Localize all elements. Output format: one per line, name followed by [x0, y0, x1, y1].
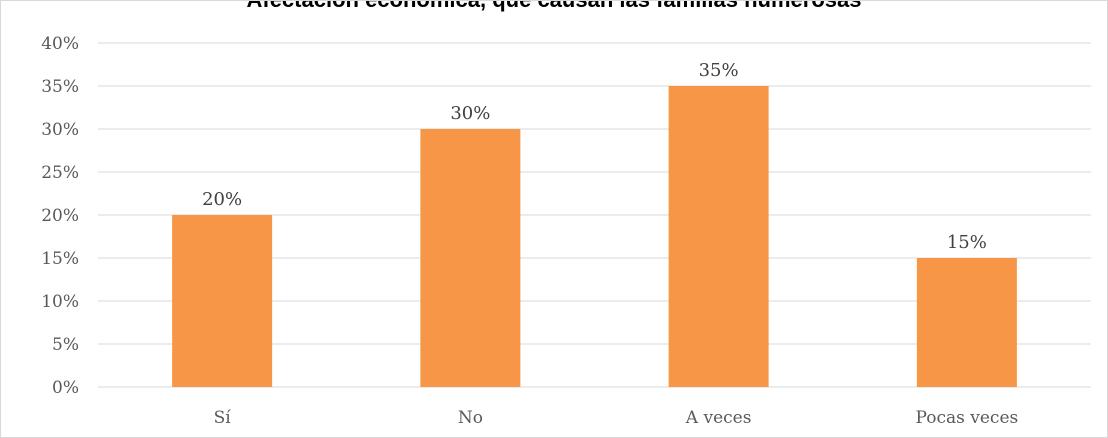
y-tick-label: 25% — [41, 163, 79, 183]
x-category-label: No — [458, 408, 483, 428]
data-label: 20% — [202, 189, 242, 210]
y-tick-label: 35% — [41, 77, 79, 97]
bar — [420, 129, 521, 387]
x-category-label: Sí — [214, 408, 232, 428]
bar — [172, 215, 273, 387]
y-tick-label: 20% — [41, 206, 79, 226]
y-tick-label: 10% — [41, 292, 79, 312]
x-category-label: Pocas veces — [916, 408, 1019, 428]
x-category-label: A veces — [685, 408, 752, 428]
data-label: 30% — [450, 103, 490, 124]
bar — [668, 86, 769, 387]
data-label: 35% — [699, 60, 739, 81]
data-label: 15% — [947, 232, 987, 253]
y-tick-label: 15% — [41, 249, 79, 269]
y-tick-label: 30% — [41, 120, 79, 140]
bar — [916, 258, 1017, 387]
y-tick-label: 5% — [52, 335, 79, 355]
y-tick-label: 0% — [52, 378, 79, 398]
y-tick-label: 40% — [41, 34, 79, 54]
chart-title: Afectación económica, que causan las fam… — [1, 1, 1107, 13]
